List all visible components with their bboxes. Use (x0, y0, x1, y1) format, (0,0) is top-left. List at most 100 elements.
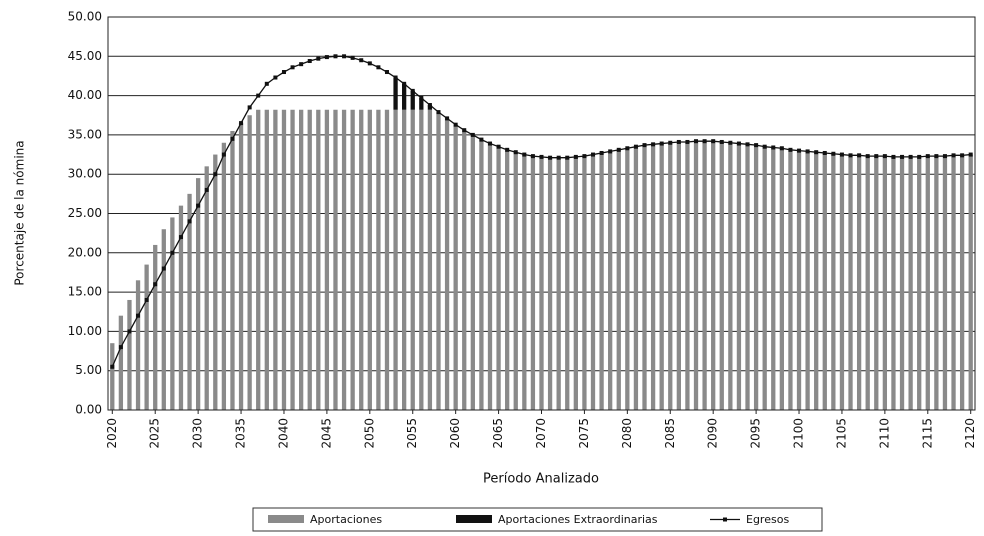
bar-segment (204, 166, 209, 410)
line-marker (805, 149, 810, 154)
bar-segment (393, 77, 398, 110)
bar-segment (565, 157, 570, 410)
y-tick-label: 5.00 (75, 363, 102, 377)
line-marker (565, 155, 570, 160)
line-marker (702, 139, 707, 144)
y-tick-label: 35.00 (68, 127, 102, 141)
x-tick-label: 2115 (920, 418, 934, 449)
bar-segment (316, 109, 321, 411)
bar-segment (505, 149, 510, 411)
line-marker (728, 140, 733, 145)
x-tick-label: 2085 (663, 418, 677, 449)
bar-segment (865, 156, 870, 410)
bar-segment (333, 109, 338, 411)
line-marker (633, 144, 638, 149)
x-tick-label: 2070 (534, 418, 548, 449)
line-marker (934, 154, 939, 159)
line-marker (882, 154, 887, 159)
line-marker (230, 136, 235, 141)
line-marker (548, 155, 553, 160)
line-marker (694, 139, 699, 144)
bar-segment (599, 152, 604, 410)
bar-segment (822, 152, 827, 410)
bar-segment (453, 124, 458, 410)
bar-segment (530, 156, 536, 410)
bar-segment (968, 154, 973, 410)
bar-segment (796, 150, 802, 410)
bar-segment (238, 123, 244, 411)
bar-segment (427, 105, 433, 110)
legend-label: Aportaciones (310, 513, 382, 526)
line-marker (513, 150, 518, 155)
y-tick-label: 30.00 (68, 167, 102, 181)
line-marker (170, 250, 175, 255)
line-marker (350, 55, 355, 60)
line-marker (204, 187, 209, 192)
line-marker (110, 364, 115, 369)
bar-segment (384, 109, 390, 411)
line-marker (384, 70, 389, 75)
bar-segment (831, 153, 836, 410)
line-marker (333, 54, 338, 59)
line-marker (779, 146, 784, 151)
line-marker (822, 150, 827, 155)
line-marker (522, 152, 527, 157)
line-marker (153, 282, 158, 287)
bar-segment (256, 109, 261, 411)
line-marker (316, 56, 321, 61)
line-marker (788, 147, 793, 152)
y-tick-label: 50.00 (68, 10, 102, 24)
bar-segment (539, 156, 544, 410)
line-marker (239, 121, 244, 126)
line-marker (264, 81, 269, 86)
bar-segment (341, 109, 347, 411)
line-marker (539, 154, 544, 159)
line-marker (625, 146, 630, 151)
bar-segment (779, 148, 785, 410)
bar-segment (290, 109, 295, 411)
line-marker (307, 59, 312, 64)
legend-swatch (268, 515, 304, 523)
bar-segment (513, 152, 518, 410)
line-marker (273, 75, 278, 80)
line-marker (410, 88, 415, 93)
x-tick-label: 2080 (620, 418, 634, 449)
bar-segment (307, 109, 312, 411)
line-marker (874, 154, 879, 159)
bar-segment (814, 152, 819, 410)
x-tick-label: 2110 (877, 418, 891, 449)
x-tick-label: 2055 (405, 418, 419, 449)
x-tick-label: 2045 (319, 418, 333, 449)
x-tick-label: 2025 (148, 418, 162, 449)
bar-segment (470, 134, 475, 410)
bar-segment (110, 343, 115, 410)
bar-segment (247, 115, 252, 410)
line-marker (616, 147, 621, 152)
bar-segment (402, 83, 407, 110)
y-tick-label: 15.00 (68, 285, 102, 299)
bar-segment (650, 144, 656, 410)
line-marker (247, 105, 252, 110)
bar-segment (891, 156, 896, 410)
bar-segment (685, 141, 690, 410)
bar-segment (702, 141, 707, 411)
bar-segment (582, 156, 587, 410)
x-tick-label: 2020 (105, 418, 119, 449)
bar-segment (410, 90, 415, 110)
bar-segment (376, 109, 381, 411)
line-marker (591, 152, 596, 157)
line-marker (865, 154, 870, 159)
bar-segment (393, 109, 398, 411)
bar-segment (264, 109, 269, 411)
line-marker (299, 62, 304, 67)
x-tick-label: 2040 (276, 418, 290, 449)
line-marker (427, 103, 432, 108)
bar-segment (590, 154, 596, 410)
x-tick-label: 2075 (577, 418, 591, 449)
line-marker (445, 116, 450, 121)
bar-segment (633, 146, 639, 410)
line-marker (530, 154, 535, 159)
bar-segment (942, 156, 948, 410)
line-marker (960, 153, 965, 158)
